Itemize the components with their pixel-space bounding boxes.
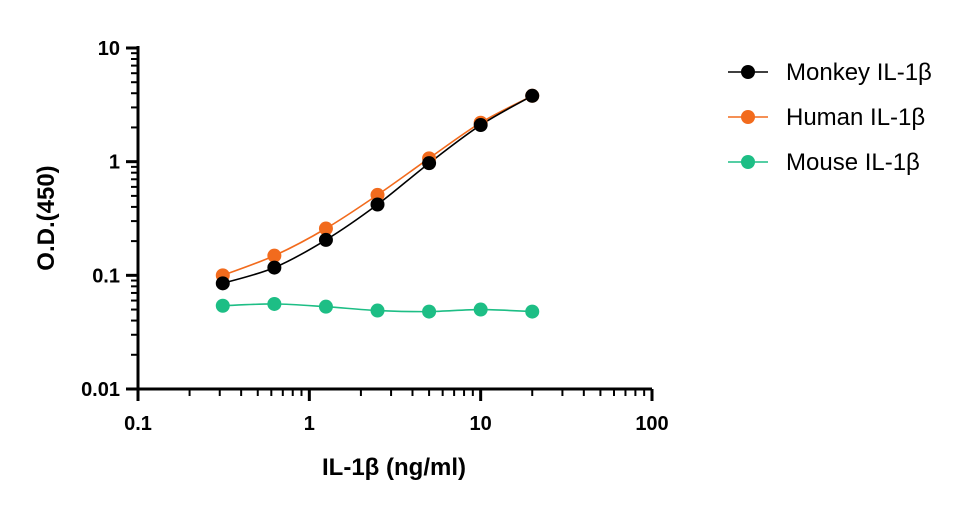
legend-label: Monkey IL-1β xyxy=(786,59,932,86)
legend: Monkey IL-1β Human IL-1β Mouse IL-1β xyxy=(728,59,932,176)
data-point xyxy=(525,88,540,103)
axes xyxy=(126,46,654,401)
data-point xyxy=(525,304,540,319)
data-point xyxy=(422,156,437,171)
data-point xyxy=(473,302,488,317)
data-point xyxy=(318,299,333,314)
x-tick-label: 1 xyxy=(304,413,315,435)
y-tick-label: 0.01 xyxy=(81,379,120,401)
y-tick-label: 1 xyxy=(109,152,120,174)
data-point xyxy=(215,276,230,291)
y-axis-title: O.D.(450) xyxy=(33,165,60,270)
data-point xyxy=(370,197,385,212)
data-point xyxy=(267,296,282,311)
data-point xyxy=(370,187,385,202)
plot-area xyxy=(215,88,540,319)
legend-marker xyxy=(741,65,755,79)
data-point xyxy=(267,248,282,263)
x-axis-title: IL-1β (ng/ml) xyxy=(322,454,466,481)
data-point xyxy=(215,298,230,313)
data-point xyxy=(422,304,437,319)
x-tick-label: 0.1 xyxy=(124,413,152,435)
x-tick-label: 100 xyxy=(635,413,668,435)
x-tick-label: 10 xyxy=(470,413,492,435)
data-point xyxy=(370,303,385,318)
data-point xyxy=(318,232,333,247)
legend-label: Human IL-1β xyxy=(786,104,925,131)
data-point xyxy=(267,260,282,275)
data-point xyxy=(318,221,333,236)
legend-marker xyxy=(741,110,755,124)
data-point xyxy=(473,118,488,133)
y-tick-label: 10 xyxy=(98,38,120,60)
legend-marker xyxy=(741,155,755,169)
legend-label: Mouse IL-1β xyxy=(786,149,920,176)
y-tick-label: 0.1 xyxy=(92,265,120,287)
